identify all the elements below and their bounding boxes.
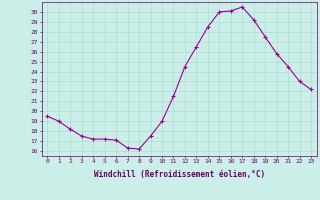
X-axis label: Windchill (Refroidissement éolien,°C): Windchill (Refroidissement éolien,°C) — [94, 170, 265, 179]
